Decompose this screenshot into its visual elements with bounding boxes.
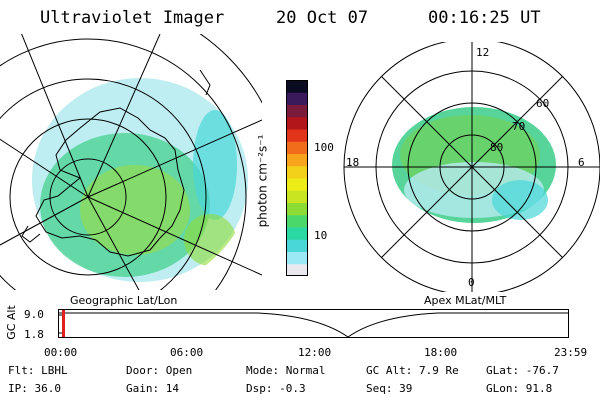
timeline-axis-label: GC Alt: [4, 305, 18, 340]
timeline-ytick-9: 9.0: [24, 308, 44, 321]
altitude-curve: [59, 312, 568, 338]
date-label: 20 Oct 07: [276, 8, 369, 28]
mlat-label-80: 80: [490, 141, 504, 154]
colorbar-stripe: [286, 104, 308, 118]
colorbar-stripe: [286, 80, 308, 93]
colorbar-stripe: [286, 190, 308, 203]
colorbar-stripe: [286, 129, 308, 142]
timeline-xtick-0600: 06:00: [170, 346, 204, 359]
magnetic-map: [343, 42, 600, 292]
mlt-label-6: 6: [578, 156, 585, 169]
timeline-xtick-1800: 18:00: [424, 346, 458, 359]
colorbar: [286, 80, 308, 276]
colorbar-stripe: [286, 227, 308, 240]
timeline-ytick-1: 1.8: [24, 328, 44, 341]
info-mode: Mode: Normal: [246, 364, 326, 377]
info-door: Door: Open: [126, 364, 193, 377]
info-seq: Seq: 39: [366, 382, 413, 395]
colorbar-stripe: [286, 239, 308, 252]
colorbar-stripe: [286, 251, 308, 265]
info-glat: GLat: -76.7: [486, 364, 559, 377]
colorbar-stripe: [286, 92, 308, 105]
timeline-xtick-2359: 23:59: [554, 346, 588, 359]
mlt-label-12: 12: [476, 46, 490, 59]
timeline-xtick-1200: 12:00: [298, 346, 332, 359]
colorbar-stripe: [286, 202, 308, 216]
colorbar-stripe: [286, 153, 308, 167]
left-map-label: Geographic Lat/Lon: [70, 294, 178, 307]
colorbar-stripe: [286, 165, 308, 179]
right-map-label: Apex MLat/MLT: [424, 294, 507, 307]
colorbar-stripe: [286, 214, 308, 228]
mlt-label-0: 0: [468, 276, 475, 289]
colorbar-stripe: [286, 116, 308, 130]
info-ip: IP: 36.0: [8, 382, 61, 395]
current-time-marker: [62, 310, 65, 337]
instrument-title: Ultraviolet Imager: [40, 8, 225, 28]
mlt-label-18: 18: [346, 156, 360, 169]
info-dsp: Dsp: -0.3: [246, 382, 306, 395]
colorbar-stripe: [286, 141, 308, 154]
mlat-label-70: 70: [512, 120, 526, 133]
info-flt: Flt: LBHL: [8, 364, 68, 377]
antarctica-outline: [35, 107, 185, 257]
info-gain: Gain: 14: [126, 382, 179, 395]
geographic-map: [0, 34, 262, 290]
time-label: 00:16:25 UT: [428, 8, 541, 28]
mlat-label-60: 60: [536, 97, 550, 110]
orbit-altitude-plot: [58, 309, 569, 338]
colorbar-tick-10: 10: [314, 229, 328, 242]
colorbar-tick-100: 100: [314, 141, 334, 154]
colorbar-stripe: [286, 263, 308, 276]
timeline-xtick-0000: 00:00: [44, 346, 78, 359]
colorbar-stripe: [286, 178, 308, 191]
info-glon: GLon: 91.8: [486, 382, 553, 395]
info-gc-alt: GC Alt: 7.9 Re: [366, 364, 459, 377]
colorbar-unit-label: photon cm⁻²s⁻¹: [255, 134, 270, 228]
